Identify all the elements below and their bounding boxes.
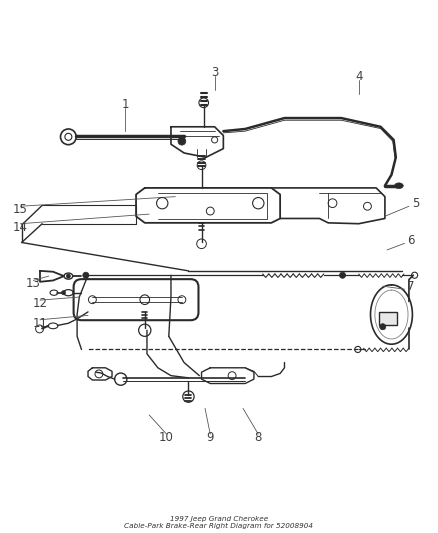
Text: 14: 14 (13, 221, 28, 233)
Text: 11: 11 (32, 317, 47, 330)
Circle shape (380, 324, 386, 330)
Circle shape (339, 272, 346, 278)
Circle shape (61, 290, 66, 295)
Circle shape (83, 272, 89, 278)
Text: 6: 6 (407, 234, 415, 247)
Text: 9: 9 (207, 431, 214, 444)
Ellipse shape (395, 183, 403, 189)
Text: 13: 13 (26, 278, 41, 290)
Text: 4: 4 (355, 70, 363, 83)
Circle shape (178, 138, 186, 145)
Text: 15: 15 (13, 203, 28, 216)
Text: 8: 8 (254, 431, 262, 444)
Text: 1997 Jeep Grand Cherokee
Cable-Park Brake-Rear Right Diagram for 52008904: 1997 Jeep Grand Cherokee Cable-Park Brak… (124, 515, 314, 529)
FancyBboxPatch shape (379, 312, 397, 325)
Circle shape (66, 274, 71, 278)
Text: 7: 7 (407, 280, 415, 293)
Text: 1: 1 (121, 99, 129, 111)
Text: 12: 12 (32, 297, 47, 310)
Text: 3: 3 (211, 66, 218, 79)
Text: 5: 5 (412, 197, 419, 209)
Text: 10: 10 (159, 431, 174, 444)
